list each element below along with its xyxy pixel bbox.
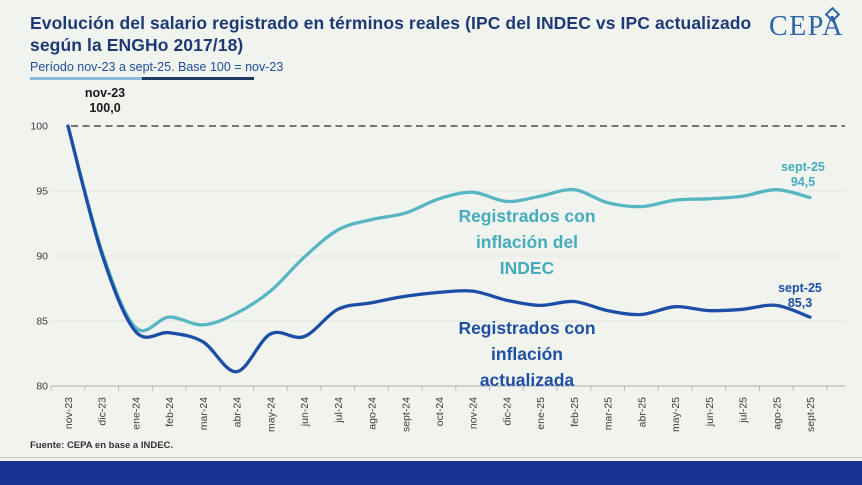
svg-text:jun-25: jun-25 — [704, 397, 716, 427]
underline-dark-segment — [142, 77, 254, 80]
page-title-line2: según la ENGHo 2017/18) — [30, 35, 244, 55]
svg-text:abr-24: abr-24 — [232, 397, 244, 428]
actualizada-end-value: 85,3 — [787, 296, 813, 310]
svg-text:may-24: may-24 — [265, 397, 277, 432]
cepa-logo: CEPA — [752, 6, 844, 42]
svg-text:nov-23: nov-23 — [63, 397, 75, 429]
svg-text:nov-24: nov-24 — [468, 397, 480, 429]
actualizada-end-label: sept-25 — [778, 281, 822, 295]
source-note: Fuente: CEPA en base a INDEC. — [30, 440, 174, 451]
page-title-line1: Evolución del salario registrado en térm… — [30, 13, 752, 33]
subtitle-underline — [30, 77, 254, 80]
svg-text:jul-24: jul-24 — [333, 397, 345, 424]
bottom-hairline — [0, 457, 862, 458]
cepa-logo-text: CEPA — [768, 11, 844, 42]
svg-text:mar-25: mar-25 — [603, 397, 615, 430]
svg-text:jul-25: jul-25 — [738, 397, 750, 424]
indec-end-label: sept-25 — [781, 160, 825, 174]
svg-text:sept-24: sept-24 — [400, 397, 412, 432]
series-line — [66, 124, 812, 374]
start-point-label: nov-23 — [84, 86, 126, 100]
svg-text:jun-24: jun-24 — [299, 397, 311, 427]
underline-light-segment — [30, 77, 142, 80]
indec-series-label: Registrados con inflación del INDEC — [397, 203, 657, 281]
svg-text:dic-23: dic-23 — [97, 397, 109, 426]
svg-text:sept-25: sept-25 — [805, 397, 817, 432]
svg-text:abr-25: abr-25 — [636, 397, 648, 428]
svg-text:dic-24: dic-24 — [501, 397, 513, 426]
svg-text:95: 95 — [36, 186, 48, 198]
svg-text:90: 90 — [36, 251, 48, 263]
svg-text:ene-25: ene-25 — [535, 397, 547, 430]
actualizada-series-label: Registrados con inflación actualizada — [397, 315, 657, 393]
chart-subtitle: Período nov-23 a sept-25. Base 100 = nov… — [30, 60, 284, 74]
svg-text:feb-25: feb-25 — [569, 397, 581, 427]
indec-end-value: 94,5 — [790, 175, 816, 189]
svg-text:80: 80 — [36, 381, 48, 393]
series-line — [66, 124, 812, 333]
svg-text:85: 85 — [36, 316, 48, 328]
indec-series-label-line1: Registrados con — [458, 206, 596, 226]
header: Evolución del salario registrado en térm… — [30, 12, 780, 80]
svg-text:100: 100 — [30, 121, 48, 133]
actualizada-series-label-line3: actualizada — [479, 370, 575, 390]
svg-text:feb-24: feb-24 — [164, 397, 176, 427]
svg-text:mar-24: mar-24 — [198, 397, 210, 430]
indec-end-annotation: sept-25 94,5 — [755, 160, 851, 190]
svg-text:may-25: may-25 — [670, 397, 682, 432]
svg-text:oct-24: oct-24 — [434, 397, 446, 426]
start-point-annotation: nov-23 100,0 — [59, 86, 151, 116]
indec-series-label-line2: inflación del — [475, 232, 579, 252]
svg-text:ene-24: ene-24 — [130, 397, 142, 430]
start-point-value: 100,0 — [89, 101, 121, 115]
actualizada-series-label-line2: inflación — [491, 344, 563, 364]
indec-series-label-line3: INDEC — [499, 258, 555, 278]
svg-text:ago-25: ago-25 — [771, 397, 783, 430]
actualizada-series-label-line1: Registrados con — [458, 318, 596, 338]
bottom-accent-bar — [0, 461, 862, 485]
svg-text:ago-24: ago-24 — [367, 397, 379, 430]
actualizada-end-annotation: sept-25 85,3 — [752, 281, 848, 311]
